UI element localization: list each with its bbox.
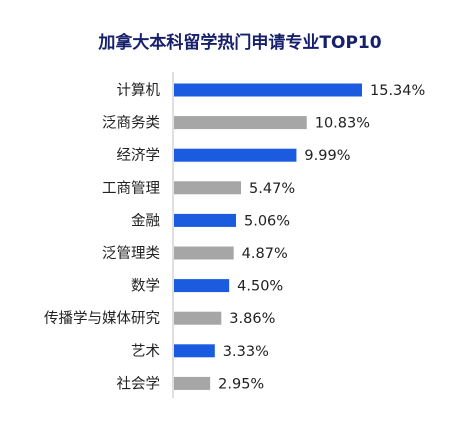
bar-4 [174,181,242,195]
category-label-5: 金融 [131,212,160,229]
category-label-2: 泛商务类 [102,115,160,132]
value-label-7: 4.50% [237,279,283,295]
value-label-8: 3.86% [229,311,275,327]
bar-9 [174,344,215,358]
bar-1 [174,83,362,97]
category-label-7: 数学 [131,278,160,295]
bar-8 [174,311,222,325]
value-label-6: 4.87% [242,246,288,262]
category-label-8: 传播学与媒体研究 [44,310,160,327]
category-label-6: 泛管理类 [102,245,160,262]
value-label-5: 5.06% [244,213,290,229]
category-label-10: 社会学 [117,375,161,392]
chart-title: 加拿大本科留学热门申请专业TOP10 [97,32,381,53]
value-labels-group: 15.34% 10.83% 9.99% 5.47% 5.06% 4.87% 4.50% 3.8… [218,83,425,392]
value-label-10: 2.95% [218,376,264,392]
value-label-4: 5.47% [249,181,295,197]
category-label-4: 工商管理 [102,180,160,197]
category-label-1: 计算机 [117,82,161,99]
bar-7 [174,279,230,293]
value-label-2: 10.83% [315,116,370,132]
bar-3 [174,148,297,162]
value-label-9: 3.33% [223,344,269,360]
bar-5 [174,213,237,227]
bar-6 [174,246,234,260]
bar-2 [174,116,307,130]
category-label-9: 艺术 [131,343,160,360]
value-label-3: 9.99% [304,148,350,164]
bars-group [174,83,362,390]
bar-10 [174,376,211,390]
category-label-3: 经济学 [117,147,161,164]
value-label-1: 15.34% [370,83,425,99]
